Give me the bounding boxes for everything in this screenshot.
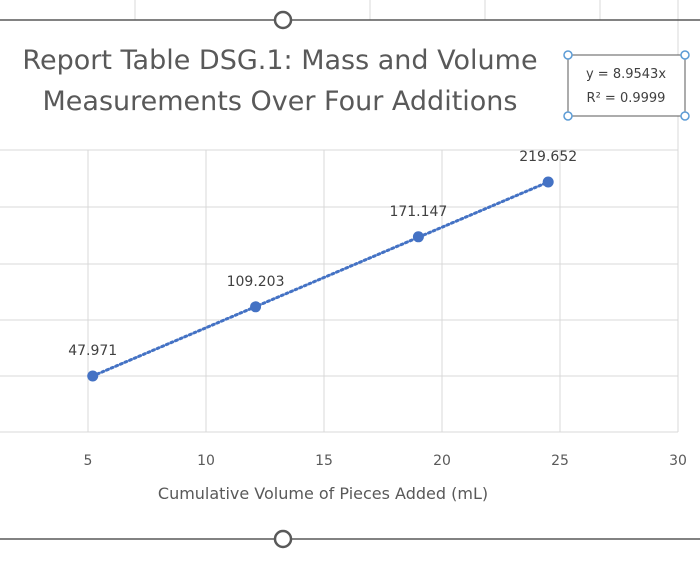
x-tick-label: 25 [551,453,569,469]
chart-title-line-1: Report Table DSG.1: Mass and Volume [22,45,537,76]
x-tick-label: 15 [315,453,333,469]
trendline-equation: y = 8.9543x [586,67,666,82]
selection-handle-top-left[interactable] [563,50,573,60]
x-tick-label: 30 [669,453,687,469]
trendline-equation-box[interactable]: y = 8.9543x R² = 0.9999 [563,50,690,121]
trendline-r-squared: R² = 0.9999 [587,91,666,106]
data-label: 109.203 [227,274,285,290]
data-point[interactable] [412,231,424,243]
selection-handle-bottom-left[interactable] [563,111,573,121]
data-label: 47.971 [68,343,117,359]
trendline[interactable] [91,180,550,378]
series-layer: 47.971 109.203 171.147 219.652 [68,149,577,382]
x-axis-ticks: 5 10 15 20 25 30 [84,453,687,469]
chart-title-line-2: Measurements Over Four Additions [43,86,518,117]
data-point[interactable] [542,176,554,188]
top-resize-handle[interactable] [273,10,293,30]
data-point[interactable] [250,301,262,313]
selection-handle-top-right[interactable] [680,50,690,60]
x-tick-label: 20 [433,453,451,469]
data-label: 219.652 [519,149,577,165]
x-tick-label: 10 [197,453,215,469]
data-label: 171.147 [389,204,447,220]
x-axis-title: Cumulative Volume of Pieces Added (mL) [158,484,488,503]
selection-handle-bottom-right[interactable] [680,111,690,121]
data-point[interactable] [87,370,99,382]
x-tick-label: 5 [84,453,93,469]
bottom-resize-handle[interactable] [273,529,293,549]
